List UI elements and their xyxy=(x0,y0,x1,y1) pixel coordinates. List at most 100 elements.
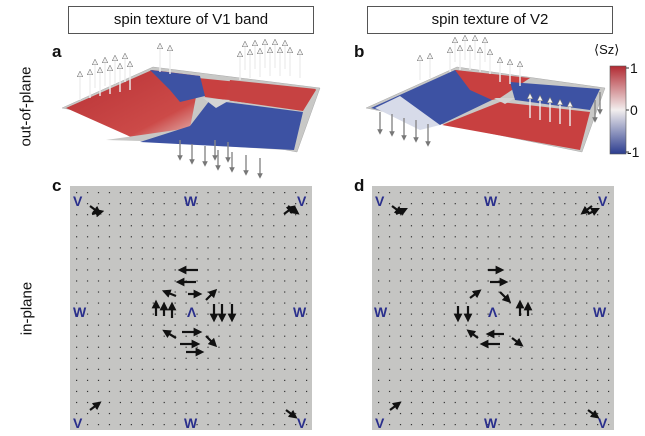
grid-dot xyxy=(586,214,588,216)
grid-dot xyxy=(130,192,132,194)
grid-dot xyxy=(218,412,220,415)
grid-dot xyxy=(608,346,610,348)
grid-dot xyxy=(378,324,380,326)
grid-dot xyxy=(306,236,308,238)
grid-dot xyxy=(465,269,467,271)
grid-dot xyxy=(388,390,391,393)
grid-dot xyxy=(284,313,286,315)
grid-dot xyxy=(378,203,380,205)
grid-dot xyxy=(531,302,533,304)
grid-dot xyxy=(273,390,275,393)
grid-dot xyxy=(262,324,264,326)
grid-dot xyxy=(273,291,275,293)
grid-dot xyxy=(487,225,489,227)
grid-dot xyxy=(597,401,599,404)
grid-dot xyxy=(185,203,187,205)
grid-dot xyxy=(542,390,544,393)
grid-dot xyxy=(608,247,610,249)
grid-dot xyxy=(531,379,533,382)
grid-dot xyxy=(141,192,143,194)
grid-dot xyxy=(185,324,187,326)
grid-dot xyxy=(542,357,544,359)
grid-dot xyxy=(388,280,391,282)
grid-dot xyxy=(388,302,391,304)
grid-dot xyxy=(542,203,544,205)
grid-dot xyxy=(97,280,100,282)
grid-dot xyxy=(553,324,555,326)
grid-dot xyxy=(273,258,275,260)
grid-dot xyxy=(542,368,544,370)
grid-dot xyxy=(520,291,522,293)
grid-dot xyxy=(509,291,511,293)
grid-dot xyxy=(273,203,275,205)
grid-dot xyxy=(487,192,489,194)
grid-dot xyxy=(251,390,253,393)
grid-dot xyxy=(218,236,220,238)
grid-dot xyxy=(229,236,231,238)
grid-dot xyxy=(476,225,478,227)
grid-dot xyxy=(229,192,231,194)
grid-dot xyxy=(273,357,275,359)
grid-dot xyxy=(443,247,445,249)
grid-dot xyxy=(152,225,154,227)
grid-dot xyxy=(421,424,424,426)
grid-dot xyxy=(240,291,242,293)
in-plane-arrow xyxy=(395,208,408,216)
grid-dot xyxy=(295,302,297,304)
grid-dot xyxy=(108,357,111,359)
grid-dot xyxy=(399,269,402,271)
grid-dot xyxy=(86,346,89,348)
grid-dot xyxy=(586,324,588,326)
grid-dot xyxy=(509,247,511,249)
grid-dot xyxy=(273,280,275,282)
grid-dot xyxy=(531,214,533,216)
grid-dot xyxy=(421,412,424,415)
grid-dot xyxy=(185,247,187,249)
grid-dot xyxy=(163,258,165,260)
grid-dot xyxy=(284,258,286,260)
grid-dot xyxy=(295,291,297,293)
grid-dot xyxy=(251,269,253,271)
grid-dot xyxy=(86,291,89,293)
grid-dot xyxy=(306,379,308,382)
grid-dot xyxy=(421,302,424,304)
label-d-lambda: Λ xyxy=(488,304,498,320)
grid-dot xyxy=(86,269,89,271)
grid-dot xyxy=(295,379,297,382)
grid-dot xyxy=(509,236,511,238)
grid-dot xyxy=(454,357,456,359)
grid-dot xyxy=(273,379,275,382)
grid-dot xyxy=(196,280,198,282)
grid-dot xyxy=(108,424,111,426)
grid-dot xyxy=(86,258,89,260)
grid-dot xyxy=(575,258,577,260)
grid-dot xyxy=(295,390,297,393)
grid-dot xyxy=(130,357,132,359)
label-c-w-left: W xyxy=(73,304,87,320)
grid-dot xyxy=(553,269,555,271)
grid-dot xyxy=(284,390,286,393)
grid-dot xyxy=(575,424,577,426)
grid-dot xyxy=(174,324,176,326)
grid-dot xyxy=(76,401,78,404)
in-plane-arrow xyxy=(161,289,177,298)
grid-dot xyxy=(498,291,500,293)
grid-dot xyxy=(399,390,402,393)
grid-dot xyxy=(86,247,89,249)
grid-dot xyxy=(262,291,264,293)
grid-dot xyxy=(553,302,555,304)
grid-dot xyxy=(443,346,445,348)
grid-dot xyxy=(130,247,132,249)
grid-dot xyxy=(174,412,176,415)
grid-dot xyxy=(487,258,489,260)
grid-dot xyxy=(498,247,500,249)
grid-dot xyxy=(119,269,122,271)
grid-dot xyxy=(86,192,89,194)
grid-dot xyxy=(476,379,478,382)
grid-dot xyxy=(97,203,100,205)
grid-dot xyxy=(575,192,577,194)
grid-dot xyxy=(542,346,544,348)
grid-dot xyxy=(163,203,165,205)
grid-dot xyxy=(196,379,198,382)
